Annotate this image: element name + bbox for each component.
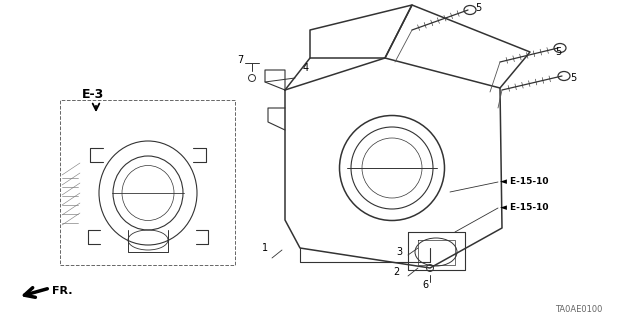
- Text: FR.: FR.: [52, 286, 72, 296]
- Text: ◄ E-15-10: ◄ E-15-10: [500, 177, 548, 187]
- Text: 4: 4: [303, 63, 309, 73]
- Text: 5: 5: [555, 47, 561, 57]
- Text: 6: 6: [422, 280, 428, 290]
- Text: 5: 5: [570, 73, 576, 83]
- Text: 5: 5: [475, 3, 481, 13]
- Text: 1: 1: [262, 243, 268, 253]
- Text: E-3: E-3: [82, 88, 104, 101]
- Text: 7: 7: [237, 55, 243, 65]
- Text: ◄ E-15-10: ◄ E-15-10: [500, 203, 548, 211]
- Text: 2: 2: [394, 267, 400, 277]
- Bar: [60, 100, 235, 265]
- Text: 3: 3: [396, 247, 402, 257]
- Text: TA0AE0100: TA0AE0100: [555, 306, 602, 315]
